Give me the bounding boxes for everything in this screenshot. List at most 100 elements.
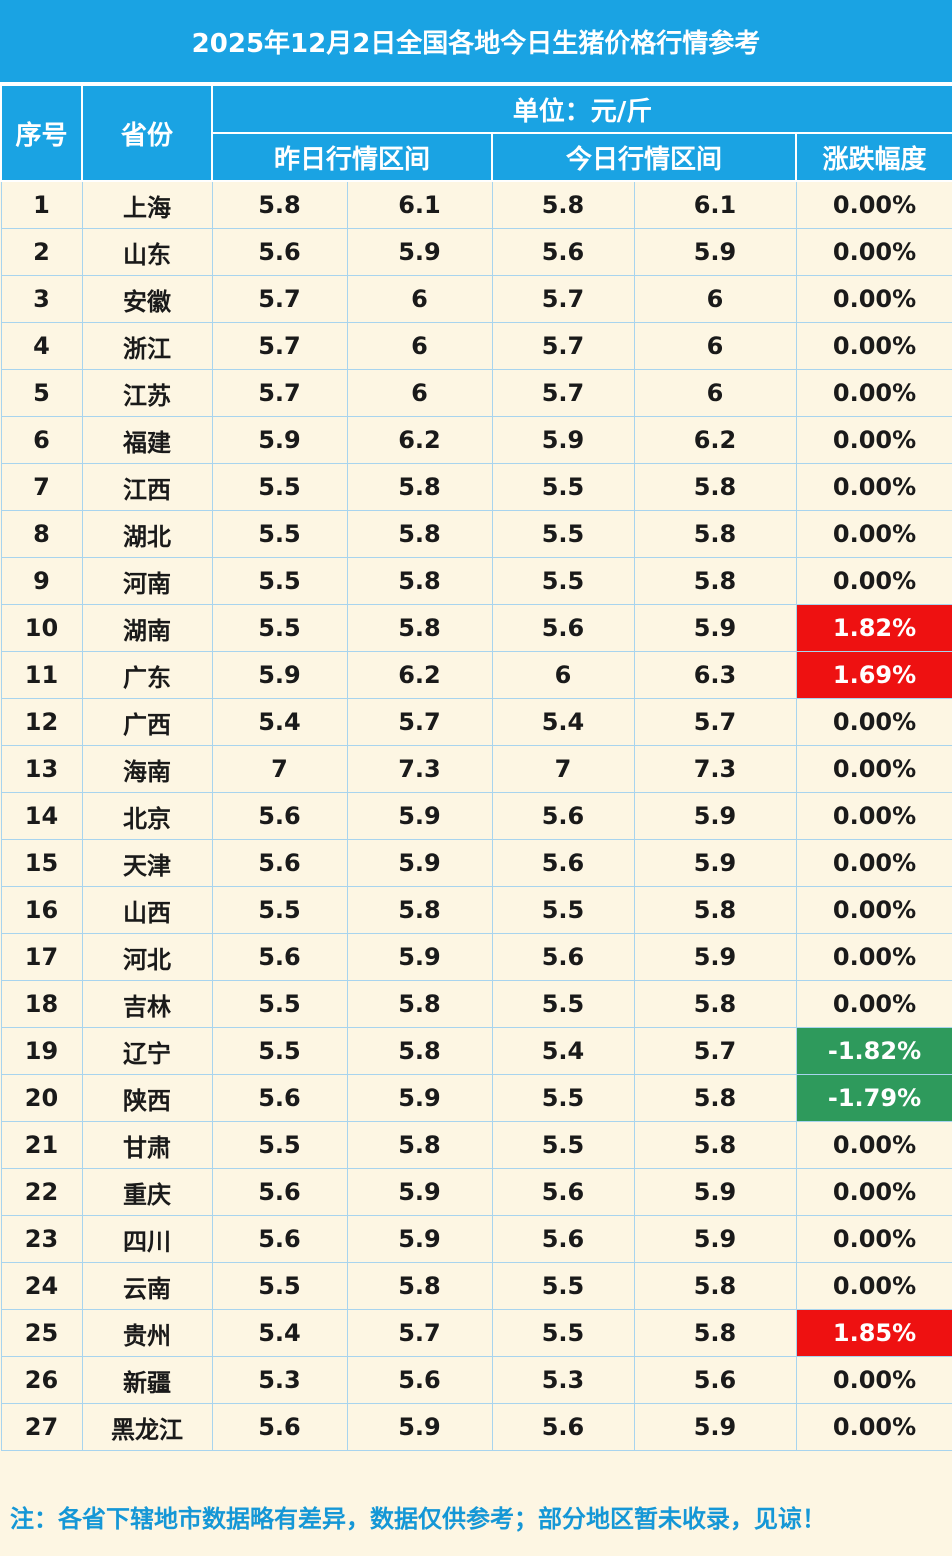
cell-province: 吉林 <box>81 980 213 1028</box>
cell-province: 山东 <box>81 228 213 276</box>
cell-yesterday-low: 5.5 <box>211 980 348 1028</box>
cell-yesterday-low: 5.5 <box>211 604 348 652</box>
cell-yesterday-high: 6.2 <box>346 651 493 699</box>
cell-change: 0.00% <box>795 886 952 934</box>
cell-change: 0.00% <box>795 322 952 370</box>
cell-province: 上海 <box>81 180 213 229</box>
cell-change: 0.00% <box>795 1168 952 1216</box>
cell-today-high: 5.8 <box>633 1074 797 1122</box>
cell-today-high: 5.8 <box>633 1309 797 1357</box>
cell-today-high: 5.8 <box>633 1262 797 1310</box>
cell-yesterday-low: 5.5 <box>211 510 348 558</box>
cell-today-low: 5.5 <box>491 1121 635 1169</box>
cell-index: 24 <box>0 1262 83 1310</box>
cell-today-high: 6.3 <box>633 651 797 699</box>
cell-today-low: 5.6 <box>491 933 635 981</box>
table-row: 24 云南 5.5 5.8 5.5 5.8 0.00% <box>0 1262 952 1310</box>
cell-today-low: 5.6 <box>491 1168 635 1216</box>
cell-today-low: 5.5 <box>491 463 635 511</box>
cell-yesterday-low: 5.6 <box>211 228 348 276</box>
table-row: 8 湖北 5.5 5.8 5.5 5.8 0.00% <box>0 510 952 558</box>
table-row: 3 安徽 5.7 6 5.7 6 0.00% <box>0 275 952 323</box>
cell-index: 20 <box>0 1074 83 1122</box>
cell-today-low: 5.3 <box>491 1356 635 1404</box>
cell-today-high: 5.7 <box>633 698 797 746</box>
cell-today-low: 7 <box>491 745 635 793</box>
cell-today-low: 5.6 <box>491 228 635 276</box>
cell-index: 15 <box>0 839 83 887</box>
cell-change: 0.00% <box>795 510 952 558</box>
cell-yesterday-high: 5.8 <box>346 1121 493 1169</box>
cell-today-low: 5.5 <box>491 557 635 605</box>
table-row: 16 山西 5.5 5.8 5.5 5.8 0.00% <box>0 886 952 934</box>
cell-today-low: 5.6 <box>491 839 635 887</box>
cell-change: 0.00% <box>795 416 952 464</box>
cell-yesterday-low: 5.6 <box>211 1168 348 1216</box>
cell-change: 0.00% <box>795 180 952 229</box>
cell-today-low: 5.4 <box>491 1027 635 1075</box>
cell-index: 8 <box>0 510 83 558</box>
cell-today-low: 5.7 <box>491 369 635 417</box>
cell-yesterday-high: 6.2 <box>346 416 493 464</box>
table-row: 22 重庆 5.6 5.9 5.6 5.9 0.00% <box>0 1168 952 1216</box>
cell-change: 0.00% <box>795 1215 952 1263</box>
cell-yesterday-high: 5.8 <box>346 886 493 934</box>
cell-today-low: 5.6 <box>491 1215 635 1263</box>
cell-today-high: 5.7 <box>633 1027 797 1075</box>
table-row: 27 黑龙江 5.6 5.9 5.6 5.9 0.00% <box>0 1403 952 1451</box>
cell-yesterday-low: 5.6 <box>211 839 348 887</box>
table-row: 17 河北 5.6 5.9 5.6 5.9 0.00% <box>0 933 952 981</box>
cell-today-high: 5.9 <box>633 604 797 652</box>
cell-yesterday-high: 5.9 <box>346 1168 493 1216</box>
cell-change: -1.82% <box>795 1027 952 1075</box>
cell-index: 13 <box>0 745 83 793</box>
header-index: 序号 <box>0 84 83 182</box>
cell-today-high: 6 <box>633 275 797 323</box>
header-today-range: 今日行情区间 <box>491 132 797 182</box>
cell-index: 2 <box>0 228 83 276</box>
cell-yesterday-low: 5.6 <box>211 792 348 840</box>
footnote: 注：各省下辖地市数据略有差异，数据仅供参考；部分地区暂未收录，见谅！ <box>0 1476 952 1556</box>
cell-yesterday-low: 5.4 <box>211 1309 348 1357</box>
table-row: 26 新疆 5.3 5.6 5.3 5.6 0.00% <box>0 1356 952 1404</box>
cell-today-low: 6 <box>491 651 635 699</box>
cell-index: 5 <box>0 369 83 417</box>
cell-today-high: 7.3 <box>633 745 797 793</box>
cell-change: 0.00% <box>795 228 952 276</box>
cell-change: 0.00% <box>795 792 952 840</box>
cell-yesterday-low: 5.6 <box>211 1403 348 1451</box>
cell-province: 湖南 <box>81 604 213 652</box>
cell-province: 安徽 <box>81 275 213 323</box>
cell-province: 河南 <box>81 557 213 605</box>
cell-province: 辽宁 <box>81 1027 213 1075</box>
table-row: 9 河南 5.5 5.8 5.5 5.8 0.00% <box>0 557 952 605</box>
cell-today-high: 5.9 <box>633 228 797 276</box>
table-body: 1 上海 5.8 6.1 5.8 6.1 0.00% 2 山东 5.6 5.9 5.6 5.9 0.00%… <box>0 180 952 1451</box>
cell-yesterday-low: 5.6 <box>211 933 348 981</box>
cell-today-low: 5.5 <box>491 980 635 1028</box>
cell-province: 广西 <box>81 698 213 746</box>
table-row: 4 浙江 5.7 6 5.7 6 0.00% <box>0 322 952 370</box>
cell-today-low: 5.6 <box>491 1403 635 1451</box>
table-row: 23 四川 5.6 5.9 5.6 5.9 0.00% <box>0 1215 952 1263</box>
table-row: 12 广西 5.4 5.7 5.4 5.7 0.00% <box>0 698 952 746</box>
cell-yesterday-high: 5.8 <box>346 463 493 511</box>
cell-change: 0.00% <box>795 1262 952 1310</box>
cell-change: 0.00% <box>795 1356 952 1404</box>
cell-index: 27 <box>0 1403 83 1451</box>
cell-today-high: 5.8 <box>633 980 797 1028</box>
cell-today-low: 5.5 <box>491 1262 635 1310</box>
cell-index: 23 <box>0 1215 83 1263</box>
cell-yesterday-high: 5.8 <box>346 980 493 1028</box>
cell-change: 0.00% <box>795 745 952 793</box>
cell-yesterday-high: 6.1 <box>346 180 493 229</box>
cell-index: 26 <box>0 1356 83 1404</box>
cell-province: 重庆 <box>81 1168 213 1216</box>
cell-today-high: 5.9 <box>633 933 797 981</box>
cell-change: 0.00% <box>795 698 952 746</box>
table-row: 15 天津 5.6 5.9 5.6 5.9 0.00% <box>0 839 952 887</box>
cell-yesterday-low: 5.6 <box>211 1215 348 1263</box>
cell-change: 0.00% <box>795 839 952 887</box>
cell-change: 0.00% <box>795 1121 952 1169</box>
cell-index: 17 <box>0 933 83 981</box>
